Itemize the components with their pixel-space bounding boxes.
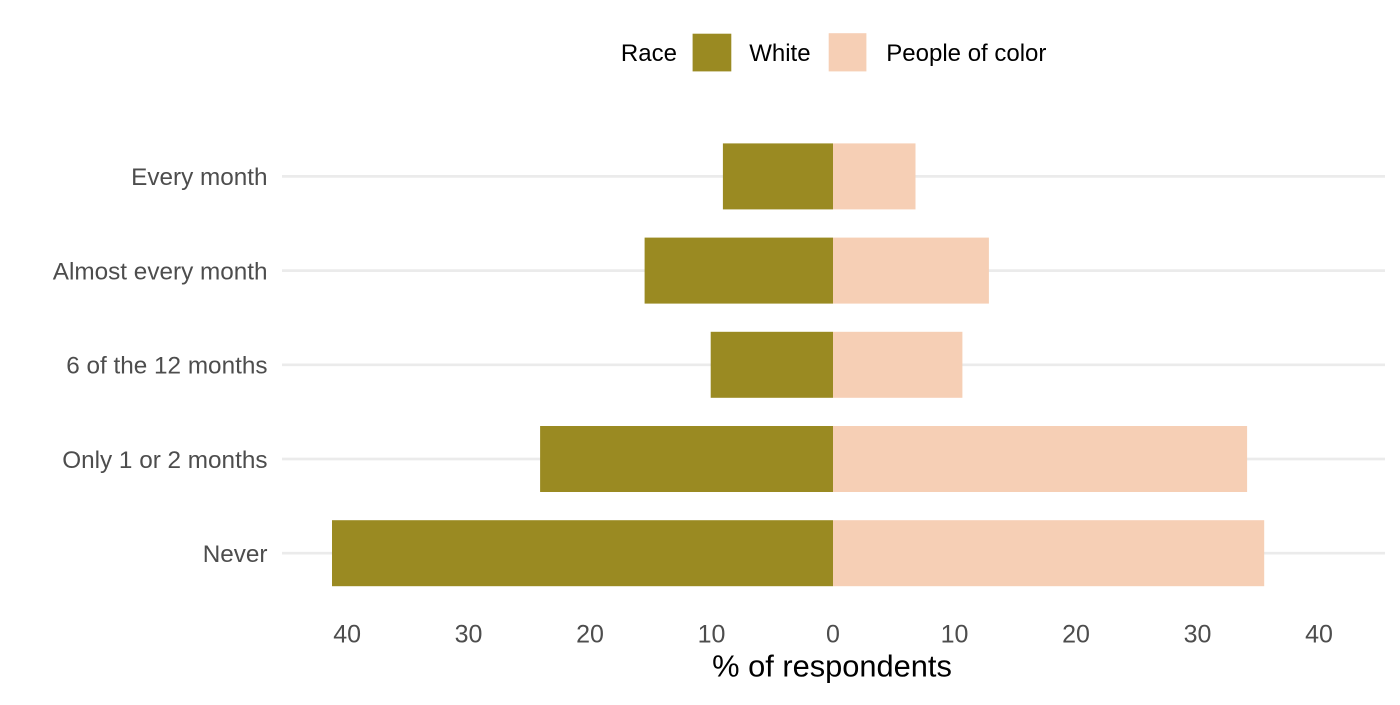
svg-text:Almost every month: Almost every month xyxy=(53,258,268,285)
svg-text:30: 30 xyxy=(455,621,483,649)
svg-text:Never: Never xyxy=(203,541,268,568)
svg-text:% of respondents: % of respondents xyxy=(712,649,952,684)
svg-text:30: 30 xyxy=(1184,621,1212,649)
svg-text:10: 10 xyxy=(698,621,726,649)
svg-text:6 of the 12 months: 6 of the 12 months xyxy=(66,353,267,380)
svg-text:0: 0 xyxy=(826,621,840,649)
svg-text:40: 40 xyxy=(333,621,361,649)
svg-text:Only 1 or 2 months: Only 1 or 2 months xyxy=(62,447,267,474)
svg-text:40: 40 xyxy=(1305,621,1333,649)
svg-text:White: White xyxy=(749,40,810,67)
svg-text:People of color: People of color xyxy=(886,40,1046,67)
svg-text:Race: Race xyxy=(621,40,677,67)
svg-text:Every month: Every month xyxy=(131,164,267,191)
svg-text:20: 20 xyxy=(1062,621,1090,649)
svg-text:20: 20 xyxy=(576,621,604,649)
svg-text:10: 10 xyxy=(941,621,969,649)
